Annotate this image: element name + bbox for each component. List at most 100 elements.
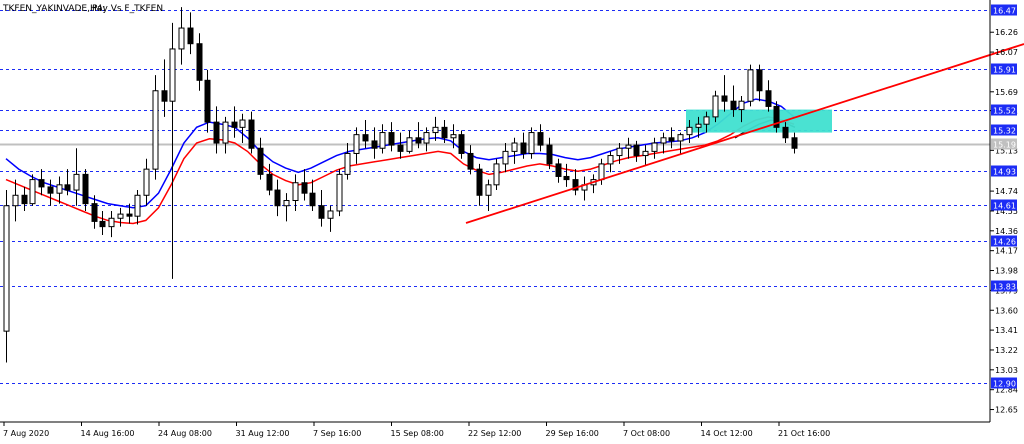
candle-body <box>29 179 36 205</box>
candle-body <box>196 43 203 81</box>
candle-body <box>502 150 509 165</box>
candle-body <box>152 90 159 170</box>
candle-body <box>353 134 360 154</box>
price-tick-label: 14.36 <box>995 227 1018 236</box>
candle-body <box>178 27 185 50</box>
candle-body <box>458 134 465 154</box>
price-tick-label: 14.55 <box>995 207 1018 216</box>
candle-body <box>108 217 115 228</box>
level-label: 14.61 <box>993 202 1016 211</box>
candle-body <box>607 155 614 165</box>
level-label-box <box>991 235 1017 247</box>
candle-body <box>38 179 45 188</box>
level-label: 15.52 <box>993 107 1016 116</box>
level-label-box <box>991 63 1017 75</box>
candle-body <box>257 147 264 175</box>
candle-body <box>82 173 89 205</box>
candle-body <box>47 186 54 194</box>
time-tick-label: 14 Aug 16:00 <box>81 429 135 438</box>
time-tick-label: 24 Aug 08:00 <box>158 429 212 438</box>
candle-body <box>467 152 474 170</box>
highlight-zone <box>686 109 832 133</box>
candle-body <box>344 152 351 175</box>
candle-body <box>642 150 649 157</box>
time-tick-label: 21 Oct 16:00 <box>778 429 830 438</box>
candle-body <box>415 137 422 144</box>
candle-body <box>292 182 299 202</box>
candle-body <box>309 192 316 207</box>
price-tick-label: 16.07 <box>995 48 1018 57</box>
candle-body <box>703 116 710 125</box>
candle-body <box>616 147 623 157</box>
candle-body <box>161 90 168 102</box>
level-label-box <box>991 165 1017 177</box>
candle-body <box>318 205 325 219</box>
price-tick-label: 12.65 <box>995 406 1018 415</box>
level-label: 15.91 <box>993 66 1016 75</box>
candle-body <box>572 179 579 191</box>
time-axis: 7 Aug 2020 14 Aug 16:00 24 Aug 08:00 31 Aug… <box>3 422 830 438</box>
level-label: 14.26 <box>993 238 1016 247</box>
candle-body <box>695 123 702 128</box>
candle-body <box>493 163 500 186</box>
price-axis: 16.2616.0715.6915.5115.1314.7414.5514.36… <box>990 28 1018 415</box>
candles <box>3 7 798 363</box>
candle-body <box>266 173 273 191</box>
candle-body <box>765 90 772 107</box>
candle-body <box>625 144 632 149</box>
candle-body <box>520 142 527 154</box>
indicator-label: Pay Vs F_TKFEN <box>92 4 163 14</box>
price-tick-label: 16.26 <box>995 28 1018 37</box>
candle-body <box>555 163 562 177</box>
price-tick-label: 13.98 <box>995 267 1018 276</box>
level-label-box <box>991 199 1017 211</box>
candle-body <box>126 213 133 217</box>
candle-body <box>204 79 211 123</box>
candle-body <box>730 100 737 111</box>
candle-body <box>117 213 124 219</box>
level-label-box <box>991 377 1017 389</box>
candle-body <box>301 182 308 194</box>
level-label-box <box>991 4 1017 16</box>
candle-body <box>528 132 535 154</box>
level-label: 13.83 <box>993 283 1016 292</box>
price-tick-label: 12.84 <box>995 386 1018 395</box>
candle-body <box>388 132 395 146</box>
price-tick-label: 14.17 <box>995 247 1018 256</box>
price-tick-label: 15.69 <box>995 88 1018 97</box>
candle-body <box>598 163 605 181</box>
level-label: 12.90 <box>993 380 1016 389</box>
level-label: 16.47 <box>993 7 1016 16</box>
candle-body <box>12 194 19 207</box>
candle-body <box>239 119 246 128</box>
candle-body <box>738 100 745 111</box>
candle-body <box>668 137 675 142</box>
candle-body <box>213 121 220 144</box>
level-label: 14.93 <box>993 168 1016 177</box>
candle-body <box>563 175 570 181</box>
candle-body <box>747 69 754 102</box>
candle-body <box>64 184 71 191</box>
highlight-zone-group <box>686 109 832 133</box>
price-tick-label: 15.13 <box>995 146 1018 155</box>
candle-body <box>3 205 10 332</box>
candle-body <box>169 48 176 102</box>
candle-body <box>371 140 378 149</box>
candle-body <box>441 126 448 139</box>
candle-body <box>406 137 413 152</box>
candle-body <box>362 134 369 142</box>
level-labels: 16.47 15.91 15.52 15.32 15.19 14.93 14.61 14.26… <box>991 4 1017 389</box>
candle-body <box>651 142 658 152</box>
candle-body <box>222 121 229 144</box>
candle-body <box>476 168 483 196</box>
price-tick-label: 13.03 <box>995 366 1018 375</box>
candle-body <box>485 184 492 196</box>
candle-body <box>423 132 430 144</box>
candle-body <box>336 173 343 212</box>
candle-body <box>143 168 150 196</box>
candle-body <box>782 126 789 139</box>
time-tick-label: 31 Aug 12:00 <box>236 429 290 438</box>
candle-body <box>660 137 667 144</box>
